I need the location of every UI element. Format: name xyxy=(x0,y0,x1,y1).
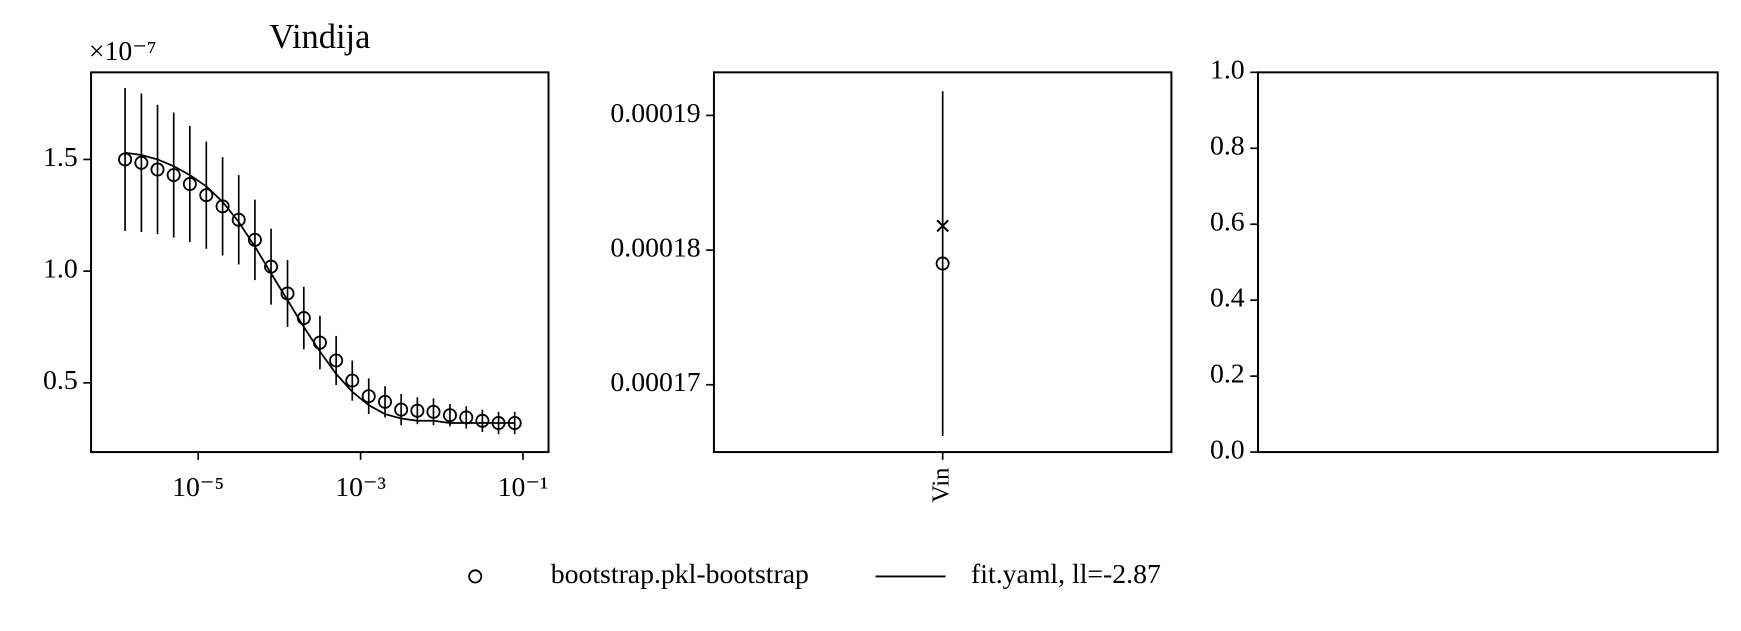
data-point xyxy=(166,168,181,183)
data-point xyxy=(410,403,425,418)
y-tick-label: 0.2 xyxy=(1210,358,1245,389)
data-point xyxy=(182,177,197,192)
data-point xyxy=(394,402,409,417)
legend-marker xyxy=(468,569,483,584)
data-point xyxy=(345,373,360,388)
legend-label: bootstrap.pkl-bootstrap xyxy=(551,559,809,590)
y-tick-label: 0.00017 xyxy=(610,367,700,398)
data-point xyxy=(935,256,950,271)
data-point xyxy=(215,199,230,214)
y-tick-label: 1.0 xyxy=(1210,55,1245,86)
data-point xyxy=(426,404,441,419)
axes-frame xyxy=(90,71,550,454)
y-tick-label: 1.0 xyxy=(43,254,78,285)
data-point xyxy=(475,413,490,428)
y-tick-label: 0.00019 xyxy=(610,98,700,129)
data-point xyxy=(150,162,165,177)
x-tick-label: 10⁻⁵ xyxy=(172,472,224,503)
y-tick-label: 0.6 xyxy=(1210,207,1245,238)
y-tick-label: 0.8 xyxy=(1210,131,1245,162)
y-tick-label: 1.5 xyxy=(43,142,78,173)
chart-title: Vindija xyxy=(269,18,370,56)
fit-line xyxy=(124,151,515,424)
data-point xyxy=(936,219,949,233)
x-tick-label: 10⁻³ xyxy=(335,472,386,503)
data-point xyxy=(378,394,393,409)
offset-label: ×10⁻⁷ xyxy=(89,36,157,67)
x-tick-label: 10⁻¹ xyxy=(498,472,549,503)
data-point xyxy=(361,389,376,404)
legend-label: fit.yaml, ll=-2.87 xyxy=(971,559,1161,590)
x-tick-label: Vin xyxy=(927,468,954,503)
y-tick-label: 0.00018 xyxy=(610,232,700,263)
data-point xyxy=(199,188,214,203)
axes-frame xyxy=(712,71,1173,454)
y-tick-label: 0.5 xyxy=(43,365,78,396)
axes-frame xyxy=(1257,71,1719,454)
data-point xyxy=(231,212,246,227)
data-point xyxy=(134,155,149,170)
data-point xyxy=(442,408,457,423)
y-tick-label: 0.0 xyxy=(1210,434,1245,465)
data-point xyxy=(329,353,344,368)
y-tick-label: 0.4 xyxy=(1210,283,1245,314)
